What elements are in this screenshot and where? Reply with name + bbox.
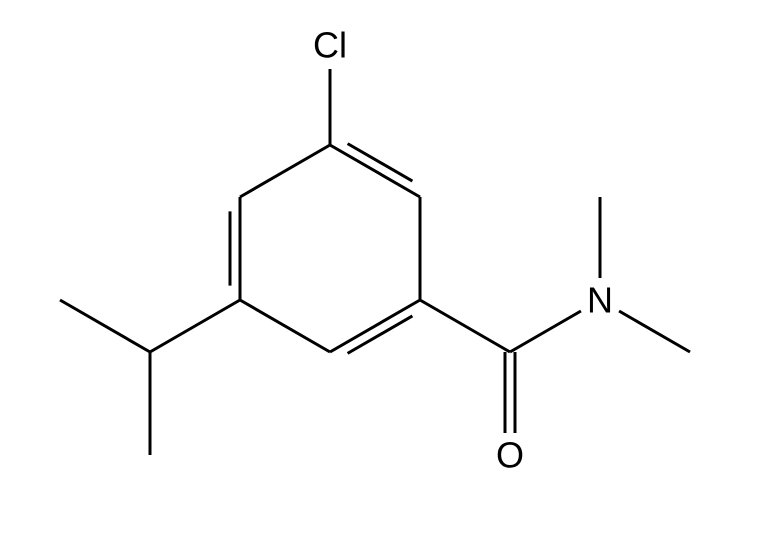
bond <box>330 145 420 197</box>
bond <box>240 145 330 197</box>
bond <box>150 300 240 352</box>
bond <box>510 311 581 352</box>
bond <box>60 300 150 352</box>
bond <box>330 300 420 352</box>
bond <box>619 311 690 352</box>
bond <box>420 300 510 352</box>
bond <box>240 300 330 352</box>
molecule-diagram: Cl O N <box>0 0 776 552</box>
atom-label-cl: Cl <box>313 25 347 66</box>
atom-label-o: O <box>496 435 524 476</box>
atom-label-n: N <box>587 280 613 321</box>
